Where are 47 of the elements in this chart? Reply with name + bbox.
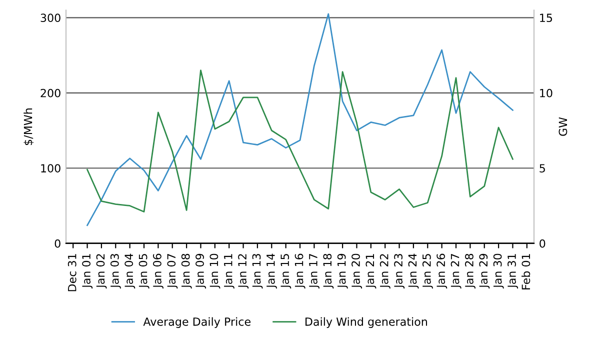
y-tick-label: 200	[40, 88, 60, 98]
x-tick-label: Dec 31	[68, 254, 76, 292]
x-tick-label: Jan 31	[508, 254, 518, 288]
x-tick-label: Jan 01	[82, 254, 93, 288]
legend-label: Average Daily Price	[143, 317, 250, 328]
y-tick-label: 0	[54, 239, 60, 248]
x-tick-label: Jan 15	[280, 254, 292, 288]
x-tick-label: Jan 30	[493, 254, 504, 288]
y2-tick-label: 10	[540, 88, 552, 98]
x-tick-label: Jan 17	[309, 254, 320, 288]
x-tick-label: Jan 07	[167, 254, 178, 288]
x-tick-label: Jan 02	[96, 254, 107, 288]
x-tick-label: Jan 19	[337, 254, 348, 288]
x-tick-label: Jan 08	[181, 254, 192, 288]
x-tick-label: Jan 28	[465, 254, 476, 288]
x-tick-label: Jan 24	[408, 254, 419, 288]
y2-tick-label: 15	[540, 14, 552, 22]
x-tick-label: Jan 23	[394, 254, 405, 288]
x-tick-label: Jan 04	[124, 254, 136, 288]
x-tick-label: Jan 13	[252, 254, 263, 288]
x-tick-label: Jan 03	[110, 254, 121, 288]
x-tick-label: Jan 18	[323, 254, 334, 288]
x-tick-label: Jan 16	[294, 254, 306, 288]
x-tick-label: Jan 14	[266, 254, 277, 288]
y2-axis-title: GW	[558, 117, 568, 136]
x-tick-label: Jan 26	[436, 254, 448, 288]
x-tick-label: Jan 10	[210, 254, 220, 288]
x-tick-label: Jan 22	[380, 254, 390, 288]
x-tick-label: Jan 06	[153, 254, 164, 288]
line-series	[86, 13, 514, 226]
y2-tick-label: 5	[540, 164, 545, 173]
x-tick-label: Jan 27	[450, 254, 462, 288]
line-series	[86, 70, 514, 212]
x-tick-label: Jan 20	[352, 254, 362, 288]
x-tick-label: Jan 05	[138, 254, 150, 288]
legend-label: Daily Wind generation	[306, 317, 427, 328]
x-tick-label: Jan 21	[366, 254, 376, 288]
y2-tick-label: 0	[540, 239, 546, 248]
y-axis-title: $/MWh	[24, 108, 34, 146]
y-tick-label: 300	[40, 14, 60, 22]
x-tick-label: Feb 01	[522, 254, 530, 290]
x-tick-label: Jan 12	[238, 254, 249, 288]
x-tick-label: Jan 11	[224, 254, 234, 288]
x-tick-label: Jan 09	[196, 254, 206, 288]
y-tick-label: 100	[41, 164, 60, 173]
x-tick-label: Jan 25	[422, 254, 433, 288]
x-tick-label: Jan 29	[479, 254, 490, 288]
